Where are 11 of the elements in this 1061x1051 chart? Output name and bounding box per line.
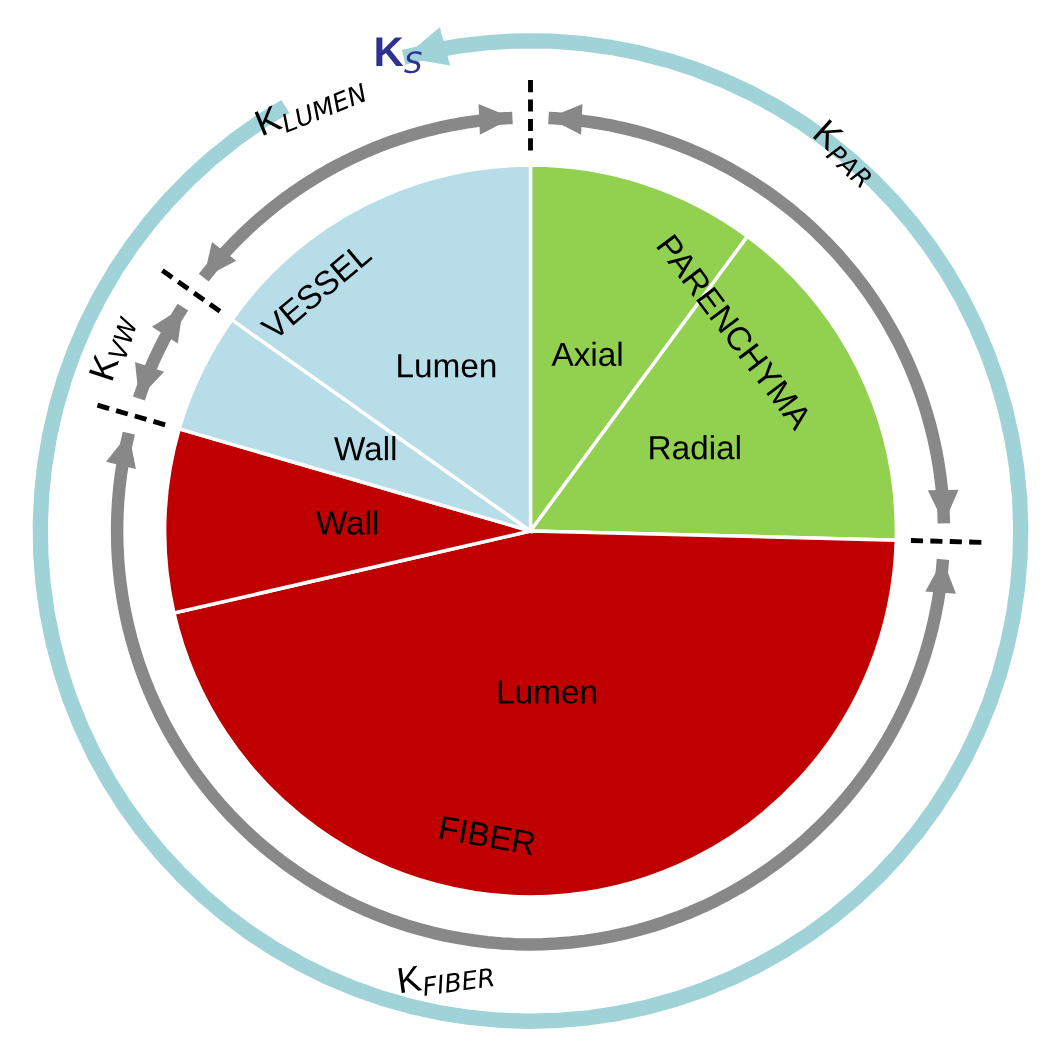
text: K$_{VW}$ bbox=[89, 311, 139, 383]
text: K$_{PAR}$ bbox=[809, 119, 881, 189]
slice-label: Axial bbox=[551, 341, 622, 367]
text: FIBER bbox=[439, 816, 536, 856]
slice-label: Wall bbox=[334, 436, 396, 461]
slice-label: Wall bbox=[316, 510, 378, 535]
text: K$_{FIBER}$ bbox=[398, 955, 494, 999]
text: K$_{LUMEN}$ bbox=[254, 71, 369, 142]
slice-label: Lumen bbox=[398, 354, 496, 378]
slice-label: Radial bbox=[650, 434, 740, 460]
slice-label: Lumen bbox=[498, 680, 596, 704]
